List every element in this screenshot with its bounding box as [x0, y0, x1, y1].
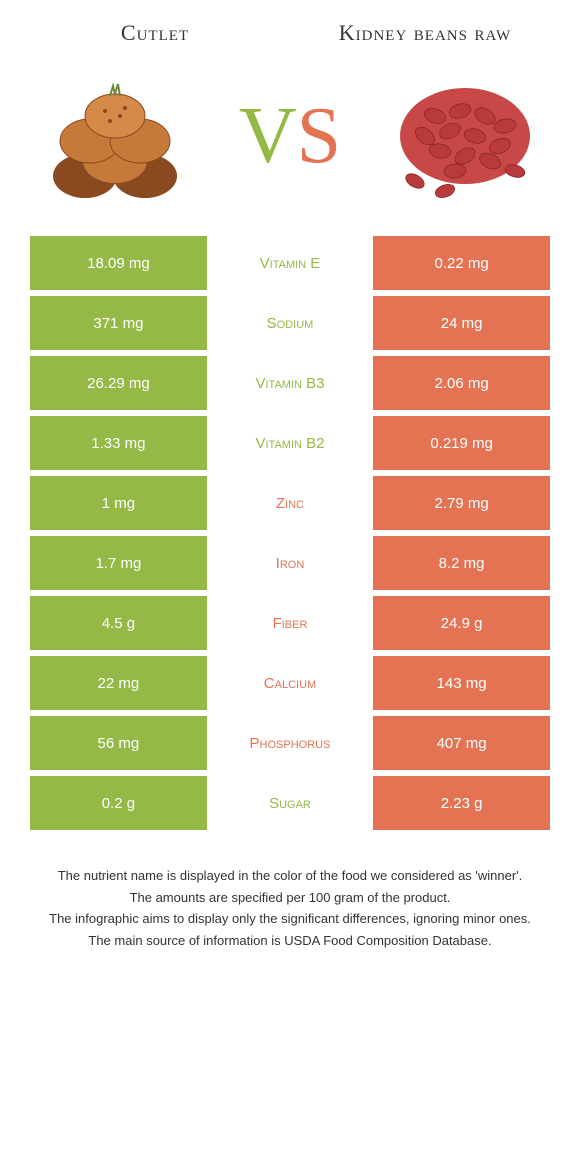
left-value-cell: 1 mg: [30, 476, 207, 530]
left-value-cell: 4.5 g: [30, 596, 207, 650]
nutrient-name-cell: Iron: [207, 536, 373, 590]
table-row: 0.2 gSugar2.23 g: [30, 776, 550, 830]
left-value-cell: 26.29 mg: [30, 356, 207, 410]
left-value-cell: 56 mg: [30, 716, 207, 770]
footer-line: The amounts are specified per 100 gram o…: [40, 888, 540, 908]
cutlet-image: [35, 66, 195, 206]
table-row: 4.5 gFiber24.9 g: [30, 596, 550, 650]
table-row: 1.33 mgVitamin B20.219 mg: [30, 416, 550, 470]
left-value-cell: 0.2 g: [30, 776, 207, 830]
table-row: 371 mgSodium24 mg: [30, 296, 550, 350]
right-food-title: Kidney beans raw: [304, 20, 547, 46]
vs-v-letter: V: [239, 91, 297, 182]
beans-image: [385, 66, 545, 206]
footer-line: The main source of information is USDA F…: [40, 931, 540, 951]
right-value-cell: 8.2 mg: [373, 536, 550, 590]
table-row: 56 mgPhosphorus407 mg: [30, 716, 550, 770]
footer-line: The nutrient name is displayed in the co…: [40, 866, 540, 886]
right-value-cell: 0.219 mg: [373, 416, 550, 470]
nutrient-name-cell: Zinc: [207, 476, 373, 530]
right-value-cell: 24.9 g: [373, 596, 550, 650]
right-value-cell: 24 mg: [373, 296, 550, 350]
right-value-cell: 0.22 mg: [373, 236, 550, 290]
nutrient-name-cell: Calcium: [207, 656, 373, 710]
nutrient-name-cell: Sodium: [207, 296, 373, 350]
header-row: Cutlet Kidney beans raw: [0, 0, 580, 56]
table-row: 1 mgZinc2.79 mg: [30, 476, 550, 530]
table-row: 26.29 mgVitamin B32.06 mg: [30, 356, 550, 410]
vs-label: VS: [239, 91, 341, 182]
right-value-cell: 407 mg: [373, 716, 550, 770]
left-value-cell: 18.09 mg: [30, 236, 207, 290]
right-value-cell: 2.23 g: [373, 776, 550, 830]
comparison-table: 18.09 mgVitamin E0.22 mg 371 mgSodium24 m…: [0, 236, 580, 830]
beans-icon: [385, 66, 545, 206]
nutrient-name-cell: Vitamin E: [207, 236, 373, 290]
table-row: 18.09 mgVitamin E0.22 mg: [30, 236, 550, 290]
nutrient-name-cell: Phosphorus: [207, 716, 373, 770]
left-value-cell: 371 mg: [30, 296, 207, 350]
table-row: 22 mgCalcium143 mg: [30, 656, 550, 710]
left-value-cell: 1.7 mg: [30, 536, 207, 590]
nutrient-name-cell: Vitamin B3: [207, 356, 373, 410]
images-row: VS: [0, 56, 580, 236]
nutrient-name-cell: Sugar: [207, 776, 373, 830]
vs-s-letter: S: [297, 91, 342, 182]
nutrient-name-cell: Fiber: [207, 596, 373, 650]
nutrient-name-cell: Vitamin B2: [207, 416, 373, 470]
table-row: 1.7 mgIron8.2 mg: [30, 536, 550, 590]
right-value-cell: 2.06 mg: [373, 356, 550, 410]
left-value-cell: 1.33 mg: [30, 416, 207, 470]
footer-line: The infographic aims to display only the…: [40, 909, 540, 929]
right-value-cell: 143 mg: [373, 656, 550, 710]
right-value-cell: 2.79 mg: [373, 476, 550, 530]
left-value-cell: 22 mg: [30, 656, 207, 710]
cutlet-icon: [35, 66, 195, 206]
left-food-title: Cutlet: [34, 20, 277, 46]
footer-notes: The nutrient name is displayed in the co…: [0, 836, 580, 950]
